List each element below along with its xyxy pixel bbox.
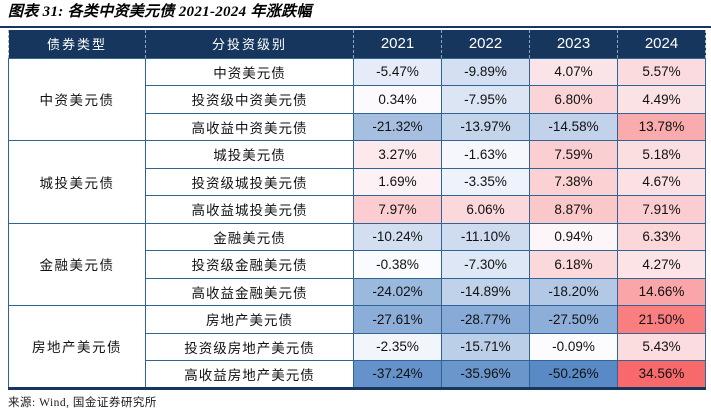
value-cell: -5.47% [353,57,442,86]
value-cell: 4.67% [617,167,706,196]
title-divider-rule [0,26,711,28]
value-cell: 13.78% [617,112,706,141]
value-cell: -15.71% [441,332,530,361]
value-cell: 7.59% [529,140,618,169]
value-cell: -27.61% [353,305,442,334]
value-cell: -14.89% [441,277,530,306]
value-cell: 6.06% [441,195,530,224]
header-row: 债券类型 分投资级别 2021 2022 2023 2024 [8,30,706,58]
grade-cell: 高收益房地产美元债 [145,360,354,389]
value-cell: 0.34% [353,85,442,114]
grade-cell: 城投美元债 [145,140,354,169]
header-year-2023: 2023 [529,30,618,58]
value-cell: 1.69% [353,167,442,196]
value-cell: -28.77% [441,305,530,334]
grade-cell: 金融美元债 [145,222,354,251]
value-cell: -0.38% [353,250,442,279]
header-bond-type: 债券类型 [8,30,146,58]
table-row: 投资级房地产美元债 -2.35% -15.71% -0.09% 5.43% [9,332,706,361]
value-cell: -7.30% [441,250,530,279]
grade-cell: 高收益中资美元债 [145,112,354,141]
value-cell: 21.50% [617,305,706,334]
grade-cell: 高收益城投美元债 [145,195,354,224]
grade-cell: 投资级金融美元债 [145,250,354,279]
value-cell: -7.95% [441,85,530,114]
value-cell: 5.18% [617,140,706,169]
value-cell: 5.43% [617,332,706,361]
bond-type-cell: 中资美元债 [8,57,146,141]
bond-type-cell: 金融美元债 [8,222,146,306]
value-cell: -11.10% [441,222,530,251]
value-cell: -27.50% [529,305,618,334]
figure-title: 图表 31: 各类中资美元债 2021-2024 年涨跌幅 [8,4,312,20]
grade-cell: 投资级中资美元债 [145,85,354,114]
header-year-2024: 2024 [617,30,706,58]
table-row: 高收益房地产美元债 -37.24% -35.96% -50.26% 34.56% [9,360,706,389]
value-cell: 4.07% [529,57,618,86]
header-year-2022: 2022 [441,30,530,58]
table-row: 投资级中资美元债 0.34% -7.95% 6.80% 4.49% [9,85,706,114]
grade-cell: 高收益金融美元债 [145,277,354,306]
header-year-2021: 2021 [353,30,442,58]
value-cell: -50.26% [529,360,618,389]
value-cell: -10.24% [353,222,442,251]
value-cell: -24.02% [353,277,442,306]
bond-type-cell: 城投美元债 [8,140,146,224]
value-cell: -37.24% [353,360,442,389]
value-cell: 4.27% [617,250,706,279]
grade-cell: 投资级城投美元债 [145,167,354,196]
value-cell: -14.58% [529,112,618,141]
value-cell: -13.97% [441,112,530,141]
value-cell: 14.66% [617,277,706,306]
value-cell: 3.27% [353,140,442,169]
value-cell: -35.96% [441,360,530,389]
value-cell: -9.89% [441,57,530,86]
table-row: 高收益金融美元债 -24.02% -14.89% -18.20% 14.66% [9,277,706,306]
value-cell: 7.38% [529,167,618,196]
value-cell: -21.32% [353,112,442,141]
value-cell: 6.80% [529,85,618,114]
value-cell: 4.49% [617,85,706,114]
table-row: 房地产美元债 房地产美元债 -27.61% -28.77% -27.50% 21… [8,305,706,389]
table-row: 高收益中资美元债 -21.32% -13.97% -14.58% 13.78% [9,112,706,141]
bond-type-cell: 房地产美元债 [8,305,146,389]
table-row: 投资级城投美元债 1.69% -3.35% 7.38% 4.67% [9,167,706,196]
table-row: 高收益城投美元债 7.97% 6.06% 8.87% 7.91% [9,195,706,224]
value-cell: -1.63% [441,140,530,169]
value-cell: 7.97% [353,195,442,224]
bond-returns-table: 债券类型 分投资级别 2021 2022 2023 2024 中资美元债 中资美… [8,30,706,390]
value-cell: 8.87% [529,195,618,224]
header-grade: 分投资级别 [145,30,354,58]
value-cell: 5.57% [617,57,706,86]
grade-cell: 中资美元债 [145,57,354,86]
grade-cell: 投资级房地产美元债 [145,332,354,361]
value-cell: 6.33% [617,222,706,251]
table-row: 金融美元债 金融美元债 -10.24% -11.10% 0.94% 6.33% [8,222,706,306]
value-cell: -3.35% [441,167,530,196]
value-cell: 7.91% [617,195,706,224]
table-row: 城投美元债 城投美元债 3.27% -1.63% 7.59% 5.18% [8,140,706,224]
value-cell: -18.20% [529,277,618,306]
source-note: 来源: Wind, 国金证券研究所 [8,396,157,409]
value-cell: -0.09% [529,332,618,361]
table-row: 中资美元债 中资美元债 -5.47% -9.89% 4.07% 5.57% [8,57,706,141]
value-cell: 0.94% [529,222,618,251]
table-row: 投资级金融美元债 -0.38% -7.30% 6.18% 4.27% [9,250,706,279]
grade-cell: 房地产美元债 [145,305,354,334]
value-cell: 34.56% [617,360,706,389]
value-cell: 6.18% [529,250,618,279]
value-cell: -2.35% [353,332,442,361]
